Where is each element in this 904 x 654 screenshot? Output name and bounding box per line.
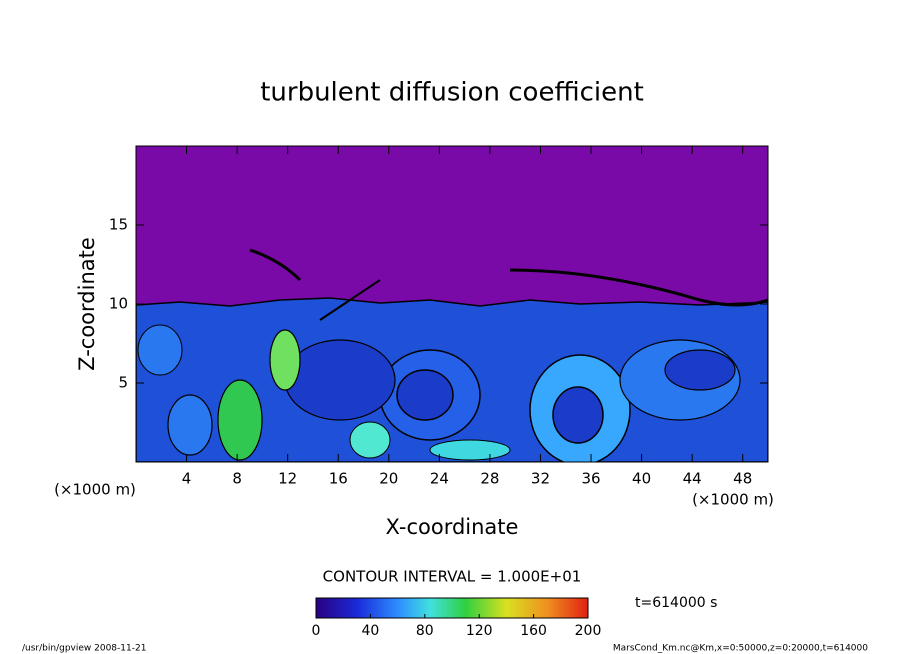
x-tick-label: 32	[531, 470, 550, 488]
x-tick-label: 20	[379, 470, 398, 488]
y-tick-label: 10	[109, 295, 128, 313]
x-tick-label: 4	[182, 470, 192, 488]
x-tick-label: 24	[430, 470, 449, 488]
x-tick-label: 8	[232, 470, 242, 488]
contour-interval: CONTOUR INTERVAL = 1.000E+01	[323, 568, 582, 586]
colorbar	[315, 597, 589, 619]
chart-title: turbulent diffusion coefficient	[260, 78, 644, 108]
x-unit-label: (×1000 m)	[692, 491, 774, 509]
colorbar-tick-label: 200	[575, 623, 602, 639]
colorbar-tick-label: 40	[361, 623, 379, 639]
time-label: t=614000 s	[635, 595, 717, 611]
y-tick-label: 5	[118, 374, 128, 392]
x-tick-label: 16	[329, 470, 348, 488]
colorbar-tick-label: 160	[520, 623, 547, 639]
footer-left: /usr/bin/gpview 2008-11-21	[22, 644, 146, 654]
x-unit-label: (×1000 m)	[54, 481, 136, 499]
footer-right: MarsCond_Km.nc@Km,x=0:50000,z=0:20000,t=…	[613, 644, 868, 654]
colorbar-tick-label: 120	[466, 623, 493, 639]
x-tick-label: 36	[581, 470, 600, 488]
x-tick-label: 48	[733, 470, 752, 488]
x-tick-label: 12	[278, 470, 297, 488]
y-axis-label: Z-coordinate	[75, 237, 99, 371]
contour-field	[136, 146, 768, 462]
colorbar-tick-label: 80	[416, 623, 434, 639]
y-tick-label: 15	[109, 216, 128, 234]
colorbar-tick-label: 0	[312, 623, 321, 639]
x-tick-label: 44	[683, 470, 702, 488]
x-tick-label: 40	[632, 470, 651, 488]
x-axis-label: X-coordinate	[386, 515, 519, 539]
x-tick-label: 28	[480, 470, 499, 488]
